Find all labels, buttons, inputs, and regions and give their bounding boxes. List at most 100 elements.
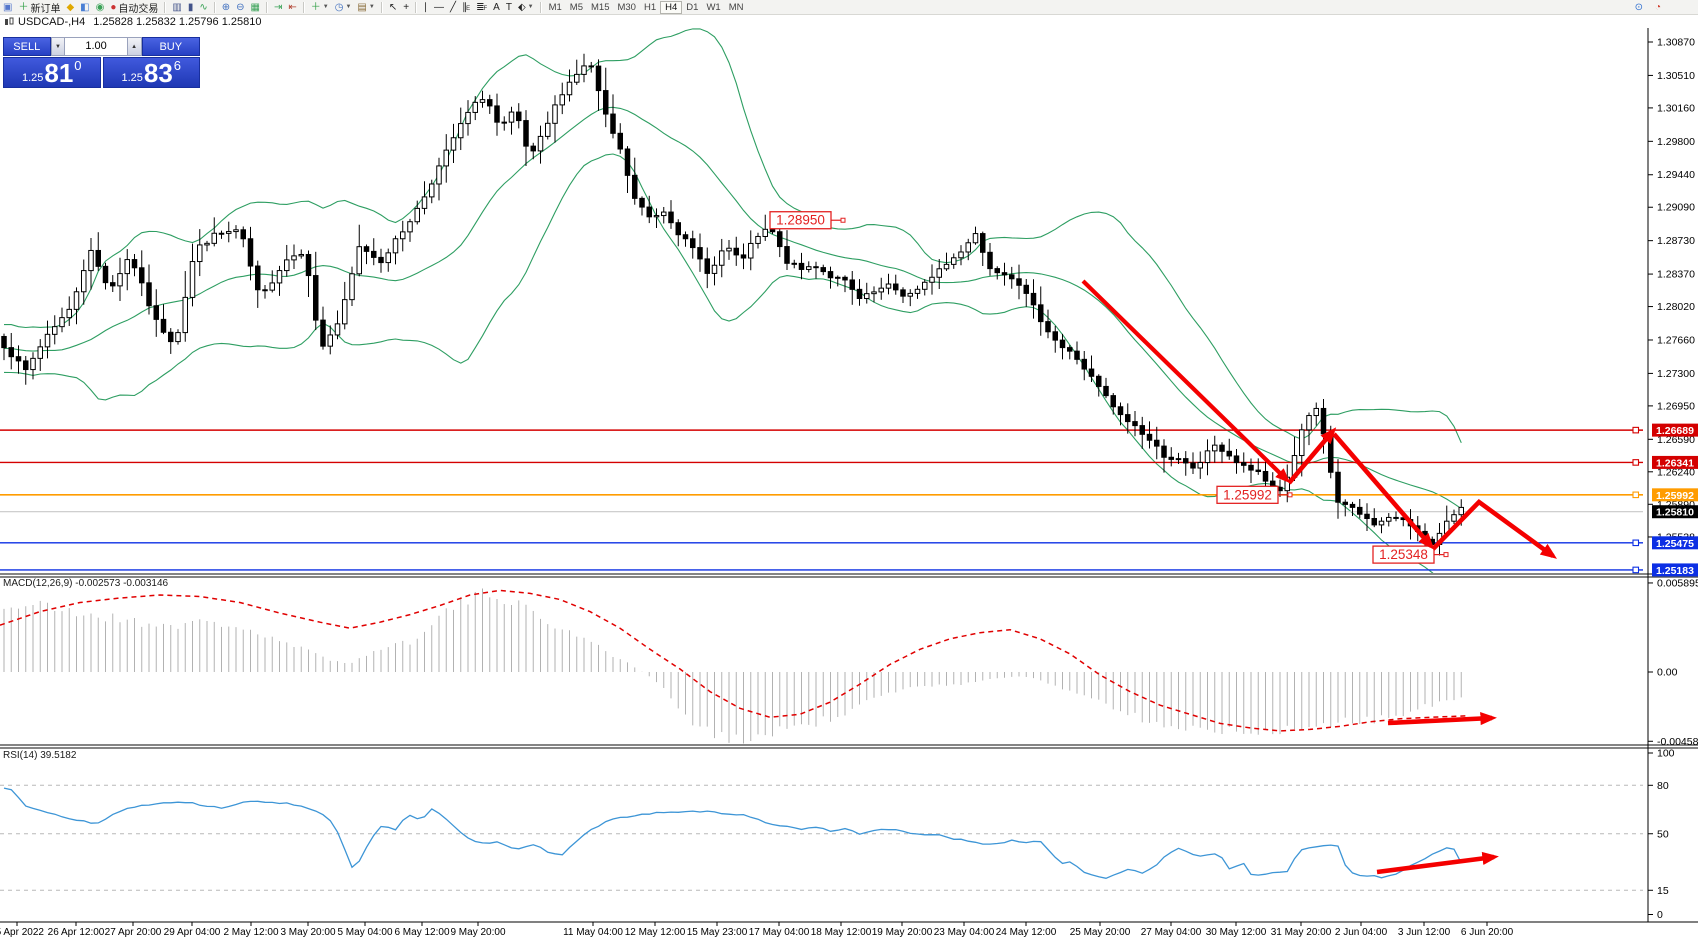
macd-histogram: [3, 588, 1462, 744]
horizontal-line-button[interactable]: ―: [431, 1, 447, 14]
tile-windows-glyph: ▦: [250, 1, 260, 13]
rsi-arrow[interactable]: [1376, 851, 1499, 875]
toolbar: ▣ ＋新订单 ◆ ◧ ◉ ● 自动交易 ▥ ▮ ∿ ⊕ ⊖ ▦ ⇥ ⇤ ＋ ▼ ◷ ▼ ▤ ▼ ↖ + ∣ ― ╱ ∥ E ≣ F A T ⬖ ▼…: [0, 0, 1698, 15]
line-anchor[interactable]: [1632, 426, 1640, 434]
fibonacci-button[interactable]: ≣ F: [473, 1, 490, 14]
svg-text:1.27660: 1.27660: [1657, 334, 1695, 346]
price-badges: 1.26689 1.26341 1.25992 1.25475 1.25183 1.258…: [1632, 423, 1698, 577]
svg-text:24 May 12:00: 24 May 12:00: [996, 927, 1057, 938]
svg-text:23 May 04:00: 23 May 04:00: [934, 927, 995, 938]
autotrading-button[interactable]: ● 自动交易: [107, 1, 161, 15]
trend-arrow-1[interactable]: [1081, 279, 1291, 484]
svg-text:1.30160: 1.30160: [1657, 102, 1695, 114]
auto-scroll-button[interactable]: ⇥: [271, 1, 285, 14]
price-label-125348[interactable]: 1.25348: [1372, 545, 1449, 564]
trend-arrow-4[interactable]: [1431, 498, 1558, 559]
timeframe-m5-button[interactable]: M5: [569, 1, 583, 13]
timeframe-m30-button[interactable]: M30: [617, 1, 636, 13]
chevron-down-icon[interactable]: ▼: [322, 4, 329, 10]
svg-text:17 May 04:00: 17 May 04:00: [749, 927, 810, 938]
zoom-out-button[interactable]: ⊖: [233, 1, 247, 14]
autotrading-button-label: 自动交易: [118, 3, 159, 15]
chart-shift-button[interactable]: ⇤: [285, 1, 299, 14]
macd-label: MACD(12,26,9) -0.002573 -0.003146: [3, 578, 169, 589]
windows-icon-glyph: ▣: [3, 1, 13, 13]
toolbar-separator: [164, 1, 167, 13]
volume-up-button[interactable]: ▲: [126, 37, 142, 56]
crosshair-button[interactable]: +: [400, 1, 412, 14]
volume-input[interactable]: 1.00: [65, 37, 127, 56]
timeframe-h1-button[interactable]: H1: [643, 1, 657, 13]
timeframe-w1-button[interactable]: W1: [706, 1, 721, 13]
svg-text:50: 50: [1657, 828, 1669, 840]
svg-text:1.28370: 1.28370: [1657, 269, 1695, 281]
buy-button[interactable]: BUY: [141, 37, 200, 56]
text-button[interactable]: A: [490, 1, 503, 14]
candlestick-chart-button[interactable]: ▮: [185, 1, 197, 14]
tile-windows-button[interactable]: ▦: [248, 1, 263, 14]
timeframe-m1-button[interactable]: M1: [548, 1, 562, 13]
trend-arrow-2[interactable]: [1287, 427, 1337, 485]
svg-text:27 Apr 20:00: 27 Apr 20:00: [105, 927, 162, 938]
search-icon[interactable]: ⊙: [1632, 1, 1646, 14]
bar-chart-glyph: ▥: [172, 1, 182, 13]
price-label-128950[interactable]: 1.28950: [769, 211, 846, 230]
svg-text:100: 100: [1657, 748, 1675, 760]
svg-text:1.29440: 1.29440: [1657, 169, 1695, 181]
line-anchor[interactable]: [1632, 566, 1640, 574]
shapes-button[interactable]: ⬖ ▼: [515, 1, 537, 14]
svg-text:-0.004586: -0.004586: [1657, 736, 1698, 748]
sound-icon[interactable]: ◉: [93, 1, 108, 14]
zoom-in-glyph: ⊕: [221, 1, 231, 13]
chart-header: USDCAD-,H4 1.25828 1.25832 1.25796 1.258…: [4, 16, 261, 28]
line-anchor[interactable]: [1632, 539, 1640, 547]
indicators-button[interactable]: ＋ ▼: [308, 1, 332, 14]
periods-glyph: ◷: [334, 1, 344, 13]
bar-chart-button[interactable]: ▥: [169, 1, 184, 14]
toolbar-right-group: ⊙ ◔: [1632, 1, 1664, 14]
buy-price-display[interactable]: 1.25 83 6: [102, 57, 200, 88]
trend-arrow-3[interactable]: [1332, 432, 1435, 550]
chevron-down-icon[interactable]: ▼: [527, 4, 534, 10]
macd-arrow[interactable]: [1387, 711, 1497, 726]
svg-text:1.30870: 1.30870: [1657, 37, 1695, 49]
chevron-down-icon[interactable]: ▼: [368, 4, 375, 10]
toolbar-separator: [415, 1, 418, 13]
svg-text:26 Apr 12:00: 26 Apr 12:00: [48, 927, 105, 938]
cursor-button[interactable]: ↖: [386, 1, 400, 14]
toolbar-separator: [265, 1, 268, 13]
sell-button[interactable]: SELL: [3, 37, 51, 56]
svg-text:1.25348: 1.25348: [1379, 547, 1428, 562]
svg-text:27 May 04:00: 27 May 04:00: [1141, 927, 1202, 938]
price-label-125992[interactable]: 1.25992: [1216, 485, 1293, 504]
sell-price-display[interactable]: 1.25 81 0: [3, 57, 101, 88]
new-order-button[interactable]: ＋新订单: [15, 1, 63, 15]
timeframe-mn-button[interactable]: MN: [728, 1, 744, 13]
windows-icon[interactable]: ▣: [0, 1, 15, 14]
price-axis[interactable]: 1.30870 1.30510 1.30160 1.29800 1.29440 1.290…: [1648, 37, 1698, 922]
timeframe-d1-button[interactable]: D1: [686, 1, 699, 13]
templates-button[interactable]: ▤ ▼: [354, 1, 377, 14]
periods-button[interactable]: ◷ ▼: [332, 1, 355, 14]
vertical-line-button[interactable]: ∣: [420, 1, 431, 14]
line-anchor[interactable]: [1632, 491, 1640, 499]
data-window-icon[interactable]: ◧: [77, 1, 92, 14]
text-label-button[interactable]: T: [503, 1, 515, 14]
svg-text:1.28950: 1.28950: [776, 213, 825, 228]
market-watch-icon[interactable]: ◆: [63, 1, 77, 14]
line-anchor[interactable]: [1632, 459, 1640, 466]
timeframe-h4-button[interactable]: H4: [660, 0, 683, 14]
chevron-down-icon[interactable]: ▼: [345, 4, 352, 10]
notifications-icon[interactable]: ◔: [1652, 1, 1664, 14]
market-watch-icon-glyph: ◆: [66, 1, 75, 13]
svg-text:5 May 04:00: 5 May 04:00: [337, 927, 392, 938]
svg-text:15 May 23:00: 15 May 23:00: [687, 927, 748, 938]
trendline-button[interactable]: ╱: [447, 1, 459, 14]
channel-button[interactable]: ∥ E: [459, 1, 473, 14]
volume-down-button[interactable]: ▼: [50, 37, 66, 56]
timeframe-m15-button[interactable]: M15: [591, 1, 610, 13]
svg-text:19 May 20:00: 19 May 20:00: [872, 927, 933, 938]
zoom-in-button[interactable]: ⊕: [219, 1, 233, 14]
line-chart-button[interactable]: ∿: [196, 1, 210, 14]
